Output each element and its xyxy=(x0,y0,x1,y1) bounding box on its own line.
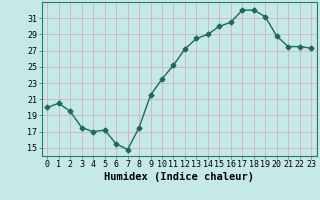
X-axis label: Humidex (Indice chaleur): Humidex (Indice chaleur) xyxy=(104,172,254,182)
